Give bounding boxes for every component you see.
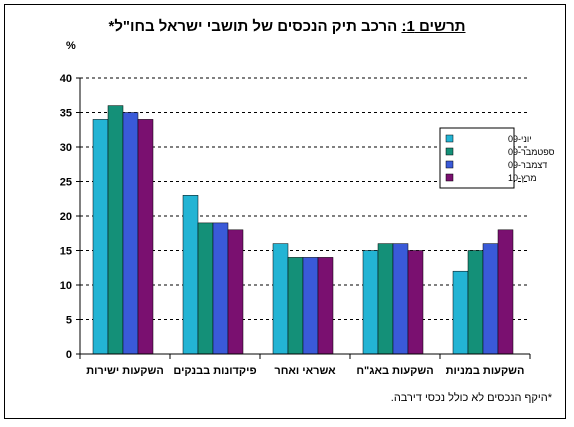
bar [272, 243, 289, 355]
bar [377, 243, 394, 355]
bar [182, 195, 199, 355]
bar [137, 119, 154, 355]
bar [497, 229, 514, 355]
y-tick-label: 10 [60, 280, 72, 292]
chart-title: תרשים 1: הרכב תיק הנכסים של תושבי ישראל … [0, 18, 574, 35]
y-tick-label: 40 [60, 73, 72, 85]
bar [482, 243, 499, 355]
legend-label: דצמבר-09 [508, 160, 547, 170]
x-tick-label: השקעות במניות [446, 365, 525, 377]
bar [227, 229, 244, 355]
x-tick-label: אשראי ואחר [274, 365, 336, 377]
legend-label: מרץ-10 [508, 173, 537, 183]
chart-title-text: הרכב תיק הנכסים של תושבי ישראל בחו"ל* [108, 18, 398, 35]
bar [407, 250, 424, 355]
legend-label: יוני-09 [508, 134, 532, 144]
bars-group [92, 105, 514, 355]
legend-swatch [445, 147, 454, 156]
bar [122, 112, 139, 355]
bar [92, 119, 109, 355]
y-tick-label: 0 [66, 349, 72, 361]
legend-label: ספטמבר-09 [508, 147, 555, 157]
bar [302, 257, 319, 355]
bar [467, 250, 484, 355]
y-axis-unit: % [66, 40, 76, 52]
bar [362, 250, 379, 355]
bar [317, 257, 334, 355]
chart-title-prefix: תרשים 1: [401, 18, 466, 35]
legend-swatch [445, 173, 454, 182]
y-tick-label: 35 [60, 108, 72, 120]
y-tick-label: 5 [66, 315, 72, 327]
bar [287, 257, 304, 355]
legend: יוני-09 ספטמבר-09 דצמבר-09 מרץ-10 [439, 127, 555, 189]
y-tick-label: 15 [60, 246, 72, 258]
axes-group: 0 5 10 15 20 25 30 35 40 השקעות ישירות פיקדונות בב… [60, 73, 531, 377]
y-tick-label: 30 [60, 142, 72, 154]
bar [452, 270, 469, 355]
x-tick-label: פיקדונות בבנקים [173, 365, 256, 377]
x-tick-label: השקעות באג"ח [356, 365, 433, 377]
legend-swatch [445, 134, 454, 143]
chart-footnote: *היקף הנכסים לא כולל נכסי דירבה. [390, 392, 552, 404]
legend-swatch [445, 160, 454, 169]
bar [392, 243, 409, 355]
bar [212, 222, 229, 355]
y-tick-label: 20 [60, 211, 72, 223]
bar [107, 105, 124, 355]
bar [197, 222, 214, 355]
y-tick-label: 25 [60, 177, 72, 189]
x-tick-label: השקעות ישירות [86, 365, 164, 377]
